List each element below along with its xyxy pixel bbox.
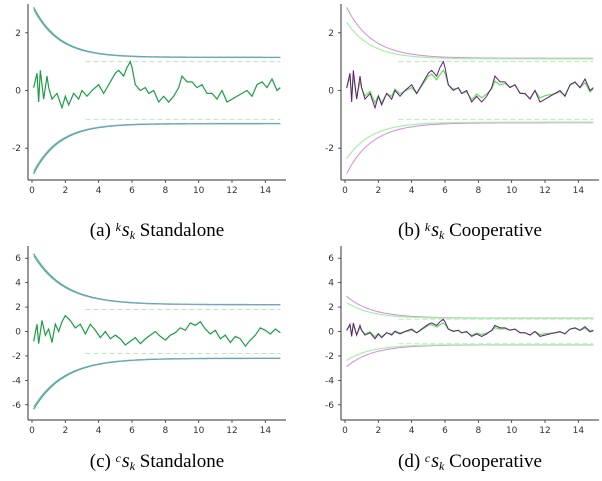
y-tick-label: 2 — [328, 303, 334, 313]
panel-b: 0 2 4 6 8 10 12 14 2 0 -2 (b) ksk Cooperative — [325, 4, 599, 242]
x-tick-label: 8 — [162, 186, 168, 196]
bound-pink-lower — [346, 122, 594, 174]
bound-green-lower — [33, 123, 281, 174]
y-tick-label: 0 — [15, 328, 21, 338]
bound-blue-upper — [33, 255, 281, 306]
x-tick-label: 0 — [29, 426, 35, 436]
bound-blue-upper — [33, 9, 281, 59]
x-tick-label: 0 — [29, 186, 35, 196]
x-tick-label: 12 — [226, 186, 237, 196]
y-tick-label: -6 — [325, 401, 334, 411]
x-tick-label: 0 — [342, 186, 348, 196]
x-tick-label: 6 — [442, 426, 448, 436]
y-tick-label: -2 — [325, 144, 334, 154]
x-tick-label: 6 — [442, 186, 448, 196]
x-tick-label: 2 — [375, 186, 381, 196]
estimate-line — [33, 60, 281, 110]
y-tick-label: 6 — [15, 254, 21, 264]
panel-d: 0 2 4 6 8 10 12 14 6 4 2 0 -2 -4 -6 (d) csk Cooperative — [325, 246, 599, 473]
y-tick-label: -2 — [12, 352, 21, 362]
y-tick-label: 6 — [328, 254, 334, 264]
x-tick-label: 14 — [260, 186, 272, 196]
x-tick-label: 10 — [506, 426, 518, 436]
panel-caption: (c) csk Standalone — [90, 450, 224, 473]
x-tick-label: 4 — [409, 426, 415, 436]
x-tick-label: 14 — [573, 426, 585, 436]
y-tick-label: 2 — [15, 303, 21, 313]
panel-c: 0 2 4 6 8 10 12 14 6 4 2 0 -2 -4 -6 (c) csk Standalone — [12, 246, 286, 473]
y-tick-label: 0 — [328, 328, 334, 338]
bound-blue-lower — [33, 357, 281, 408]
x-tick-label: 2 — [375, 426, 381, 436]
x-tick-label: 8 — [162, 426, 168, 436]
y-tick-label: -6 — [12, 401, 21, 411]
y-tick-label: 0 — [328, 87, 334, 97]
bound-light-green-upper — [346, 21, 594, 60]
bound-blue-lower — [33, 122, 281, 172]
panel-a: 0 2 4 6 8 10 12 14 2 0 -2 (a) ksk Standalone — [12, 4, 286, 242]
panel-caption: (a) ksk Standalone — [90, 219, 224, 242]
bound-pink-upper — [346, 7, 594, 59]
x-tick-label: 6 — [129, 186, 135, 196]
x-tick-label: 12 — [539, 426, 550, 436]
x-tick-label: 0 — [342, 426, 348, 436]
x-tick-label: 2 — [62, 426, 68, 436]
y-tick-label: 4 — [328, 279, 334, 289]
estimate-line-purple — [346, 318, 594, 340]
x-tick-label: 8 — [475, 186, 481, 196]
y-tick-label: -4 — [12, 376, 21, 386]
x-tick-label: 10 — [193, 186, 205, 196]
y-tick-label: 2 — [328, 29, 334, 39]
x-tick-label: 4 — [409, 186, 415, 196]
x-tick-label: 4 — [96, 426, 102, 436]
y-tick-label: -2 — [325, 352, 334, 362]
x-tick-label: 14 — [260, 426, 272, 436]
x-tick-label: 14 — [573, 186, 585, 196]
panel-caption: (b) ksk Cooperative — [398, 219, 542, 242]
x-tick-label: 6 — [129, 426, 135, 436]
x-tick-label: 2 — [62, 186, 68, 196]
x-tick-label: 12 — [226, 426, 237, 436]
y-tick-label: 0 — [15, 87, 21, 97]
y-tick-label: 2 — [15, 29, 21, 39]
x-tick-label: 10 — [193, 426, 205, 436]
estimate-line — [33, 314, 281, 348]
y-tick-label: -2 — [12, 144, 21, 154]
y-tick-label: 4 — [15, 279, 21, 289]
x-tick-label: 4 — [96, 186, 102, 196]
panel-caption: (d) csk Cooperative — [398, 450, 542, 473]
estimate-line-purple — [346, 60, 594, 110]
x-tick-label: 12 — [539, 186, 550, 196]
y-tick-label: -4 — [325, 376, 334, 386]
bound-green-upper — [33, 253, 281, 306]
bound-light-green-upper — [346, 302, 594, 319]
bound-light-green-lower — [346, 121, 594, 160]
x-tick-label: 10 — [506, 186, 518, 196]
bound-light-green-lower — [346, 344, 594, 361]
x-tick-label: 8 — [475, 426, 481, 436]
bound-green-lower — [33, 357, 281, 410]
bound-green-upper — [33, 7, 281, 58]
